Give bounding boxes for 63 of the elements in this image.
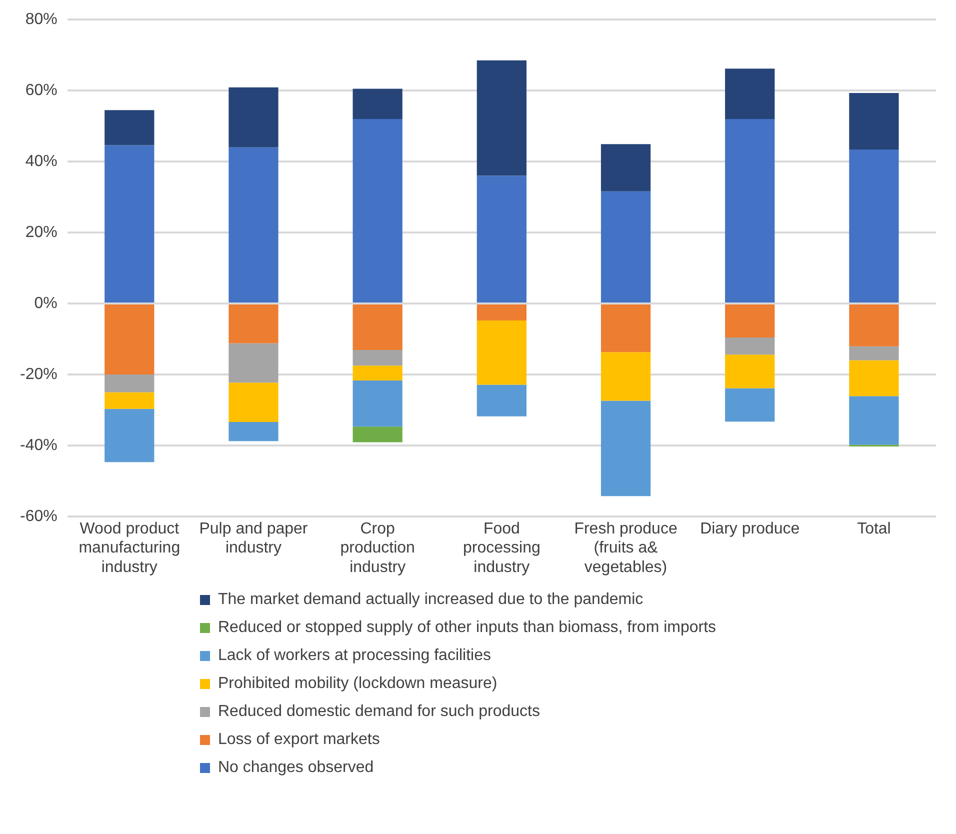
bar <box>725 118 775 302</box>
bar <box>104 110 154 146</box>
bar <box>352 88 402 119</box>
bar <box>600 144 651 192</box>
bar <box>228 422 278 442</box>
bar <box>849 304 899 346</box>
legend-label: Reduced or stopped supply of other inputs than biomass, from imports <box>218 618 716 638</box>
bar <box>104 408 154 462</box>
x-tick-label: Crop production industry <box>340 520 415 576</box>
bar <box>849 396 899 445</box>
bar <box>104 374 154 392</box>
legend-label: Reduced domestic demand for such products <box>218 702 540 722</box>
x-tick-label: Wood product manufacturing industry <box>78 520 180 576</box>
bar <box>104 304 154 374</box>
bar <box>849 346 899 360</box>
bar <box>228 304 278 344</box>
bar <box>476 320 526 385</box>
bar <box>849 93 899 150</box>
y-tick-label: -60% <box>20 508 58 525</box>
bar <box>725 304 775 338</box>
bar <box>228 343 278 383</box>
y-tick-label: 60% <box>25 82 58 99</box>
bar <box>476 176 526 302</box>
bar <box>600 400 651 496</box>
bar <box>228 87 278 148</box>
x-tick-label: Food processing industry <box>462 520 540 576</box>
bar <box>352 380 402 427</box>
y-tick-label: -20% <box>20 366 58 383</box>
x-tick-label: Total <box>857 520 891 538</box>
legend-label: Lack of workers at processing facilities <box>218 646 491 666</box>
bar <box>849 149 899 302</box>
bar <box>352 304 402 350</box>
x-tick-label: Diary produce <box>700 520 800 538</box>
y-tick-label: 20% <box>25 224 58 241</box>
bar <box>104 392 154 409</box>
y-tick-label: 0% <box>34 294 58 312</box>
legend-label: Loss of export markets <box>218 730 380 750</box>
legend-label: Prohibited mobility (lockdown measure) <box>218 674 498 694</box>
x-tick-label: Pulp and paper industry <box>199 520 308 557</box>
legend-label: The market demand actually increased due to the pandemic <box>218 590 644 610</box>
bar <box>352 426 402 442</box>
bar <box>104 145 154 302</box>
bar <box>352 350 402 366</box>
bar <box>476 384 526 416</box>
bar <box>600 352 651 401</box>
bar <box>725 354 775 388</box>
bar <box>228 382 278 422</box>
bar <box>725 68 775 119</box>
bar <box>725 338 775 355</box>
bar <box>476 60 526 176</box>
y-tick-label: -40% <box>20 436 58 454</box>
legend-label: No changes observed <box>218 758 374 778</box>
x-tick-label: Fresh produce (fruits a& vegetables) <box>574 520 678 576</box>
y-tick-label: 80% <box>25 11 58 28</box>
bar <box>352 118 402 302</box>
bar <box>476 304 526 321</box>
y-tick-label: 40% <box>25 152 58 170</box>
bar <box>849 360 899 396</box>
bar <box>725 388 775 422</box>
bar <box>352 366 402 380</box>
bar <box>228 147 278 302</box>
bar <box>600 304 651 352</box>
bar <box>600 191 651 302</box>
